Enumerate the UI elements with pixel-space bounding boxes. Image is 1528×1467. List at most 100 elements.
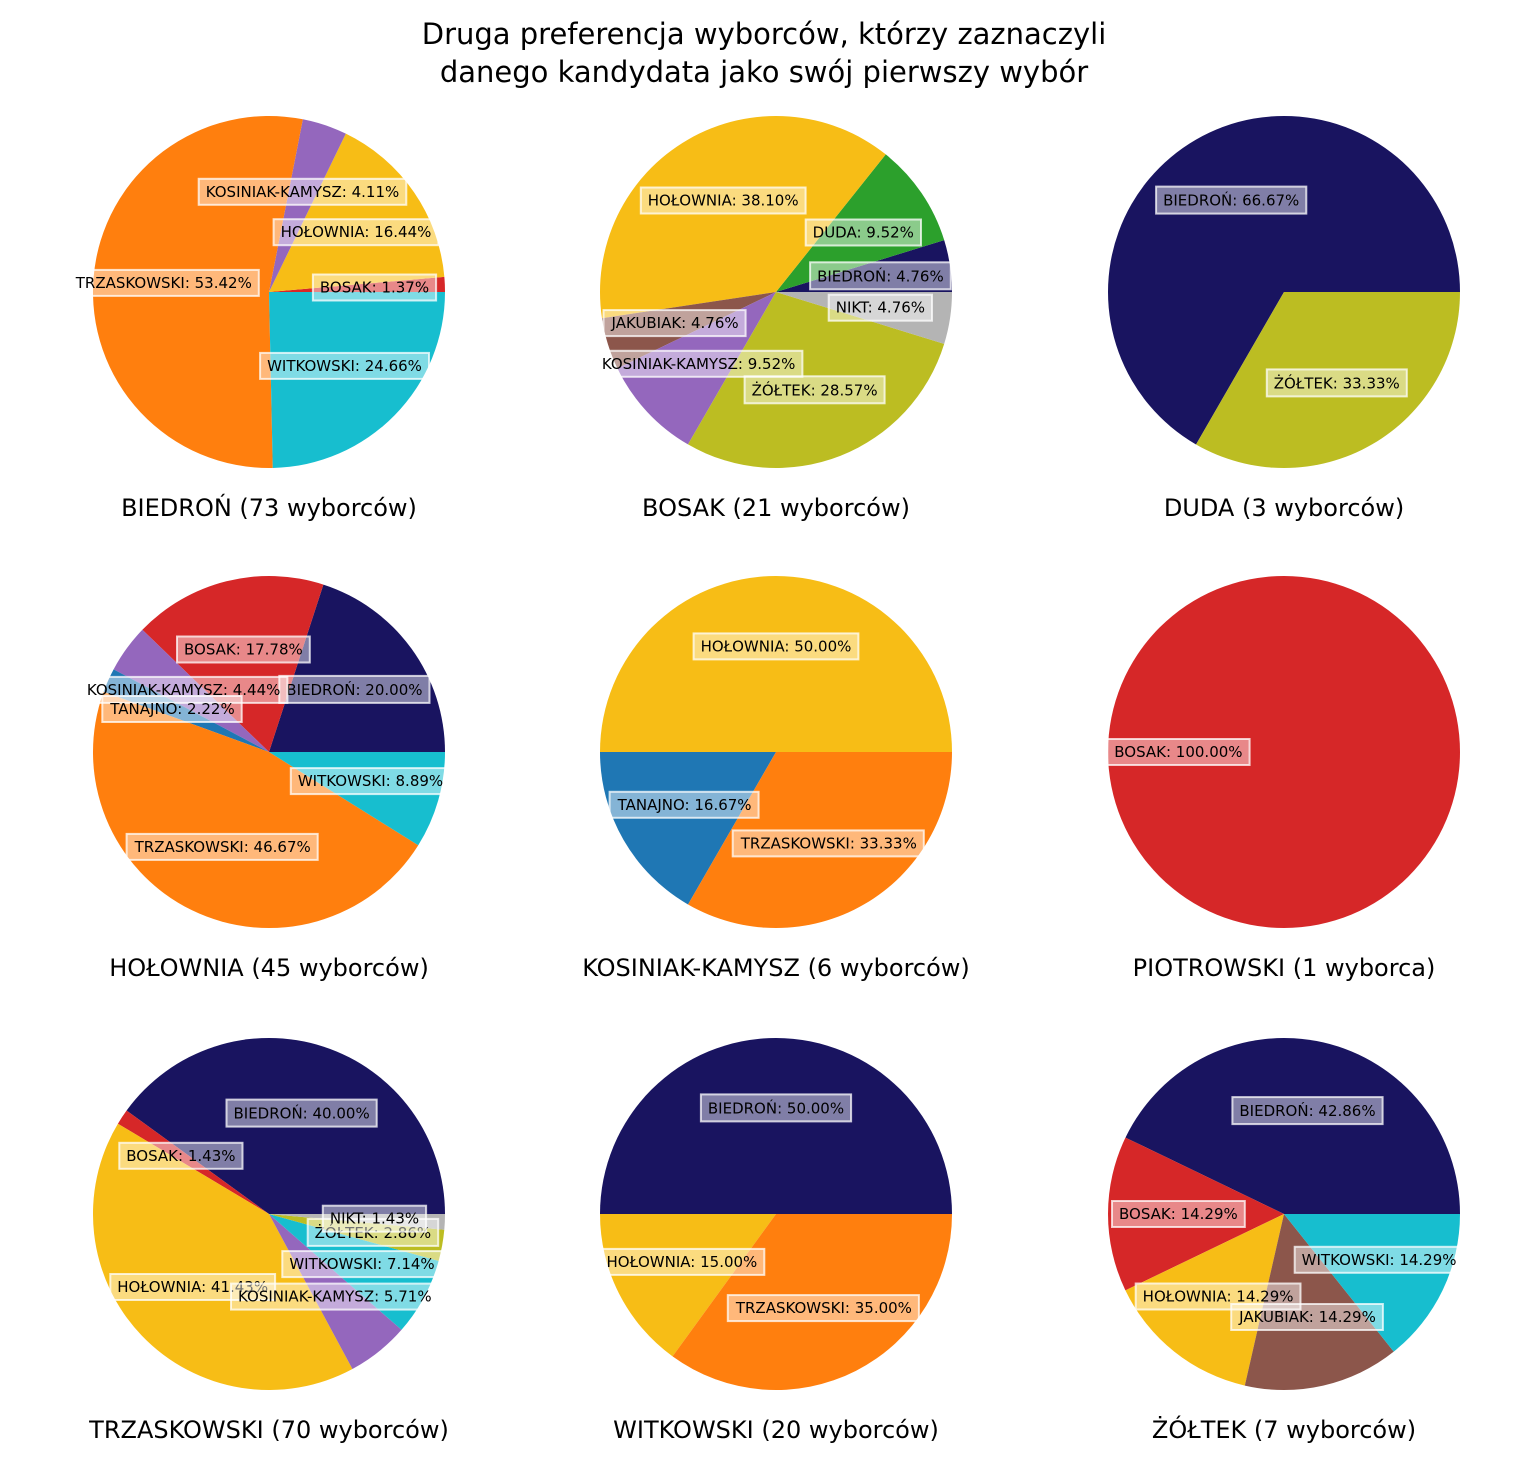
slice-label-text: HOŁOWNIA: 50.00% xyxy=(701,637,852,655)
slice-label-box xyxy=(1265,368,1408,398)
slice-label-text: WITKOWSKI: 7.14% xyxy=(289,1255,434,1273)
slice-label-zoltek: ŻÓŁTEK: 28.57% xyxy=(743,375,886,405)
slice-label-text: ŻÓŁTEK: 33.33% xyxy=(1274,373,1400,392)
slice-label-box xyxy=(259,351,430,380)
pie-slice-bosak xyxy=(142,575,324,752)
slice-label-holownia: HOŁOWNIA: 16.44% xyxy=(272,218,440,247)
slice-label-box xyxy=(289,767,452,796)
pie-subtitle: HOŁOWNIA (45 wyborców) xyxy=(109,954,429,982)
slice-label-box xyxy=(1230,1303,1384,1331)
slice-label-text: JAKUBIAK: 4.76% xyxy=(611,314,739,332)
slice-label-box xyxy=(827,293,934,322)
pie-slice-trzaskowski xyxy=(688,752,952,929)
pie-slice-holownia xyxy=(600,576,952,752)
pies-container: BOSAK: 1.37% HOŁOWNIA: 16.44% KOSINIAK-KAM… xyxy=(66,116,1465,1444)
pie-slice-holownia xyxy=(1125,1214,1284,1386)
pie-holownia: BIEDROŃ: 20.00% BOSAK: 17.78% KOSINIAK-KAM… xyxy=(78,575,452,982)
slice-label-text: TANAJNO: 2.22% xyxy=(109,700,234,718)
slice-label-jakubiak: JAKUBIAK: 4.76% xyxy=(602,309,747,338)
slice-label-text: WITKOWSKI: 8.89% xyxy=(298,772,443,790)
slice-label-kosiniak-kamysz: KOSINIAK-KAMYSZ: 5.71% xyxy=(230,1282,440,1311)
slice-label-box xyxy=(281,1250,443,1279)
pie-slice-witkowski xyxy=(269,752,445,846)
slice-label-bosak: BOSAK: 14.29% xyxy=(1111,1200,1246,1228)
pie-duda: BIEDROŃ: 66.67% ŻÓŁTEK: 33.33% DUDA (3 wyb… xyxy=(1108,116,1460,522)
slice-label-text: KOSINIAK-KAMYSZ: 4.44% xyxy=(87,681,281,699)
pie-subtitle: ŻÓŁTEK (7 wyborców) xyxy=(1152,1414,1416,1444)
slice-label-duda: DUDA: 9.52% xyxy=(804,218,923,247)
pie-slice-witkowski xyxy=(1284,1214,1460,1352)
slice-label-text: TRZASKOWSKI: 46.67% xyxy=(134,838,311,856)
slice-label-text: HOŁOWNIA: 14.29% xyxy=(1143,1288,1294,1306)
slice-label-text: BIEDROŃ: 20.00% xyxy=(286,680,422,699)
slice-label-box xyxy=(1155,185,1308,215)
slice-label-holownia: HOŁOWNIA: 50.00% xyxy=(692,632,860,661)
slice-label-box xyxy=(699,1093,853,1123)
slice-label-text: WITKOWSKI: 14.29% xyxy=(1302,1251,1457,1269)
slice-label-holownia: HOŁOWNIA: 14.29% xyxy=(1134,1282,1302,1311)
slice-label-text: ŻÓŁTEK: 28.57% xyxy=(752,380,878,399)
slice-label-box xyxy=(101,695,243,723)
slice-label-trzaskowski: TRZASKOWSKI: 53.42% xyxy=(66,268,260,297)
pie-slice-biedron xyxy=(269,584,445,752)
pie-slice-witkowski xyxy=(269,292,446,468)
pie-zoltek: BIEDROŃ: 42.86% BOSAK: 14.29% HOŁOWNIA: 14… xyxy=(1108,1038,1465,1444)
slice-label-text: TRZASKOWSKI: 33.33% xyxy=(740,834,917,852)
pie-slice-kosiniak-kamysz xyxy=(617,292,776,445)
slice-label-box xyxy=(726,1294,920,1323)
slice-label-text: TANAJNO: 16.67% xyxy=(617,796,752,814)
pie-slice-nikt xyxy=(776,292,952,344)
pie-slice-biedron xyxy=(1108,116,1460,445)
slice-label-box xyxy=(176,635,311,664)
slice-label-text: BIEDROŃ: 42.86% xyxy=(1239,1101,1375,1120)
pie-slice-tanajno xyxy=(103,669,269,752)
chart-title-line-2: danego kandydata jako swój pierwszy wybó… xyxy=(440,55,1088,89)
slice-label-text: TRZASKOWSKI: 53.42% xyxy=(75,274,252,292)
pie-subtitle: DUDA (3 wyborców) xyxy=(1164,494,1404,522)
pie-slice-tanajno xyxy=(600,752,776,905)
slice-label-witkowski: WITKOWSKI: 14.29% xyxy=(1293,1245,1465,1274)
pie-slice-duda xyxy=(776,154,945,292)
pie-slice-holownia xyxy=(269,133,445,292)
slice-label-bosak: BOSAK: 1.37% xyxy=(311,273,438,302)
slice-label-text: TRZASKOWSKI: 35.00% xyxy=(735,1299,912,1317)
slice-label-text: BIEDROŃ: 40.00% xyxy=(233,1104,369,1123)
slice-label-trzaskowski: TRZASKOWSKI: 33.33% xyxy=(731,829,925,858)
slice-label-box xyxy=(278,674,431,704)
slice-label-box xyxy=(731,829,925,858)
slice-label-tanajno: TANAJNO: 2.22% xyxy=(101,695,243,723)
slice-label-text: WITKOWSKI: 24.66% xyxy=(267,357,422,375)
slice-label-text: HOŁOWNIA: 15.00% xyxy=(606,1253,757,1271)
slice-label-tanajno: TANAJNO: 16.67% xyxy=(608,790,760,819)
slice-label-box xyxy=(272,218,440,247)
pie-slice-kosiniak-kamysz xyxy=(269,1214,402,1369)
pie-slice-holownia xyxy=(599,116,886,319)
slice-label-biedron: BIEDROŃ: 66.67% xyxy=(1155,185,1308,215)
pie-subtitle: TRZASKOWSKI (70 wyborców) xyxy=(88,1416,449,1444)
slice-label-nikt: NIKT: 4.76% xyxy=(827,293,934,322)
slice-label-biedron: BIEDROŃ: 40.00% xyxy=(225,1098,378,1128)
pie-witkowski: BIEDROŃ: 50.00% HOŁOWNIA: 15.00% TRZASKOWS… xyxy=(598,1038,953,1444)
slice-label-biedron: BIEDROŃ: 20.00% xyxy=(278,674,431,704)
slice-label-box xyxy=(197,177,408,206)
chart-title-line-1: Druga preferencja wyborców, którzy zazna… xyxy=(422,17,1107,51)
slice-label-text: BIEDROŃ: 66.67% xyxy=(1163,191,1299,210)
slice-label-text: KOSINIAK-KAMYSZ: 9.52% xyxy=(602,355,796,373)
slice-label-trzaskowski: TRZASKOWSKI: 35.00% xyxy=(726,1294,920,1323)
slice-label-nikt: NIKT: 1.43% xyxy=(321,1204,428,1233)
pie-slice-bosak xyxy=(117,1110,270,1214)
slice-label-text: DUDA: 9.52% xyxy=(813,224,914,242)
slice-label-holownia: HOŁOWNIA: 15.00% xyxy=(598,1247,766,1276)
pie-slice-witkowski xyxy=(269,1214,439,1330)
slice-label-text: HOŁOWNIA: 16.44% xyxy=(281,223,432,241)
slice-label-text: BOSAK: 100.00% xyxy=(1114,743,1242,761)
slice-label-trzaskowski: TRZASKOWSKI: 46.67% xyxy=(125,832,319,861)
pie-trzaskowski: BIEDROŃ: 40.00% BOSAK: 1.43% HOŁOWNIA: 41.… xyxy=(88,1037,449,1444)
slice-label-text: BOSAK: 1.37% xyxy=(320,279,429,297)
pie-slice-holownia xyxy=(92,1123,353,1391)
pie-subtitle: KOSINIAK-KAMYSZ (6 wyborców) xyxy=(582,954,970,982)
slice-label-box xyxy=(692,632,860,661)
slice-label-box xyxy=(125,832,319,861)
slice-label-box xyxy=(321,1204,428,1233)
